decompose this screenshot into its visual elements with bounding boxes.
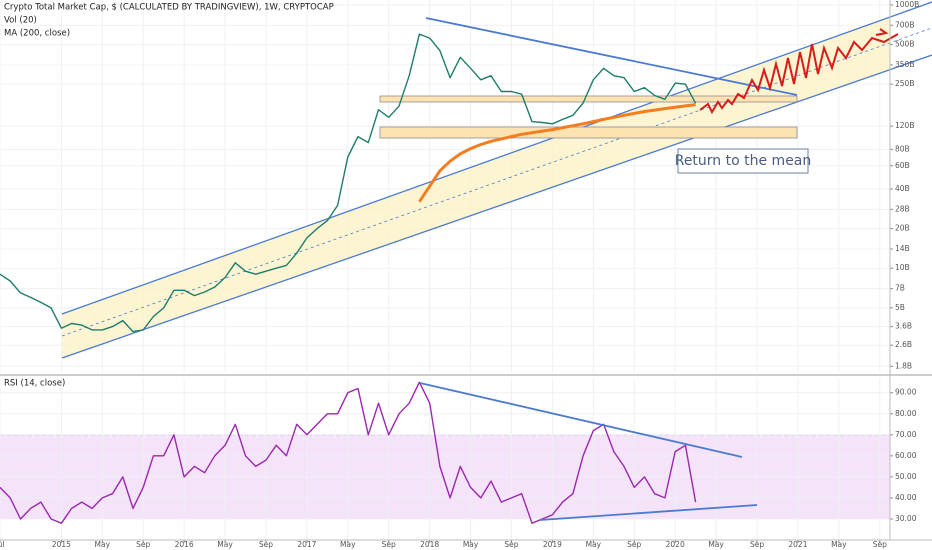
x-tick-label: 2020 xyxy=(666,540,685,549)
y-tick-label: 10B xyxy=(895,263,910,272)
x-tick-label: 2016 xyxy=(175,540,194,549)
projection-arrow xyxy=(875,28,889,36)
x-tick-label: May xyxy=(831,540,847,549)
y-tick-label: 80.00 xyxy=(895,409,917,418)
series-line xyxy=(0,381,697,524)
x-tick-label: 2021 xyxy=(788,540,807,549)
x-tick-label: Sep xyxy=(136,540,150,549)
x-tick-label: Sep xyxy=(627,540,641,549)
annotation: Return to the mean xyxy=(675,153,812,169)
x-tick-label: Sep xyxy=(873,540,887,549)
price-label-bg xyxy=(891,97,932,110)
triangle-top xyxy=(425,17,798,96)
y-tick-label: 2.6B xyxy=(895,340,912,349)
x-tick-label: Sep xyxy=(750,540,764,549)
x-tick-label: 2019 xyxy=(543,540,562,549)
x-tick-label: Jul xyxy=(0,540,5,549)
channel-lower xyxy=(61,54,932,359)
y-tick-label: 90.00 xyxy=(895,388,917,397)
y-tick-label: 120B xyxy=(895,121,914,130)
y-tick-label: 40.00 xyxy=(895,493,917,502)
y-tick-label: 250B xyxy=(895,79,914,88)
y-tick-label: 700B xyxy=(895,20,914,29)
y-tick-label: 60.00 xyxy=(895,451,917,460)
y-tick-label: 7B xyxy=(895,284,905,293)
y-tick-label: 5B xyxy=(895,303,905,312)
x-tick-label: May xyxy=(217,540,233,549)
y-tick-label: 70.00 xyxy=(895,430,917,439)
series-line xyxy=(418,103,696,203)
y-tick-label: 1000B xyxy=(895,0,919,9)
y-tick-label: 500B xyxy=(895,40,914,49)
indicator-label: Vol (20) xyxy=(4,16,37,26)
zone-box xyxy=(379,126,798,139)
y-tick-label: 40B xyxy=(895,184,910,193)
x-tick-label: 2015 xyxy=(52,540,71,549)
rsi-title: RSI (14, close) xyxy=(4,379,65,389)
y-tick-label: 28B xyxy=(895,204,910,213)
x-tick-label: 2017 xyxy=(297,540,316,549)
rsi-trend-top xyxy=(419,382,743,458)
rsi-trend-bottom xyxy=(539,504,758,521)
x-tick-label: May xyxy=(340,540,356,549)
x-tick-label: Sep xyxy=(259,540,273,549)
x-tick-label: May xyxy=(95,540,111,549)
y-tick-label: 20B xyxy=(895,224,910,233)
indicator-label: MA (200, close) xyxy=(4,29,70,39)
x-tick-label: May xyxy=(708,540,724,549)
annotation-box xyxy=(677,148,809,174)
x-tick-label: Sep xyxy=(504,540,518,549)
y-tick-label: 1.8B xyxy=(895,361,912,370)
y-tick-label: 3.6B xyxy=(895,322,912,331)
x-tick-label: Sep xyxy=(382,540,396,549)
projection-drawing xyxy=(699,33,899,115)
y-tick-label: 50.00 xyxy=(895,472,917,481)
x-tick-label: 2018 xyxy=(420,540,439,549)
x-tick-label: May xyxy=(586,540,602,549)
series-line xyxy=(0,33,697,333)
channel-mid xyxy=(61,27,932,337)
y-tick-label: 350B xyxy=(895,60,914,69)
y-tick-label: 14B xyxy=(895,244,910,253)
y-tick-label: 30.00 xyxy=(895,514,917,523)
zone-box xyxy=(379,95,798,103)
chart-title: Crypto Total Market Cap, $ (CALCULATED B… xyxy=(4,3,334,13)
channel-upper xyxy=(61,1,932,315)
y-tick-label: 80B xyxy=(895,144,910,153)
y-tick-label: 60B xyxy=(895,161,910,170)
x-tick-label: May xyxy=(463,540,479,549)
